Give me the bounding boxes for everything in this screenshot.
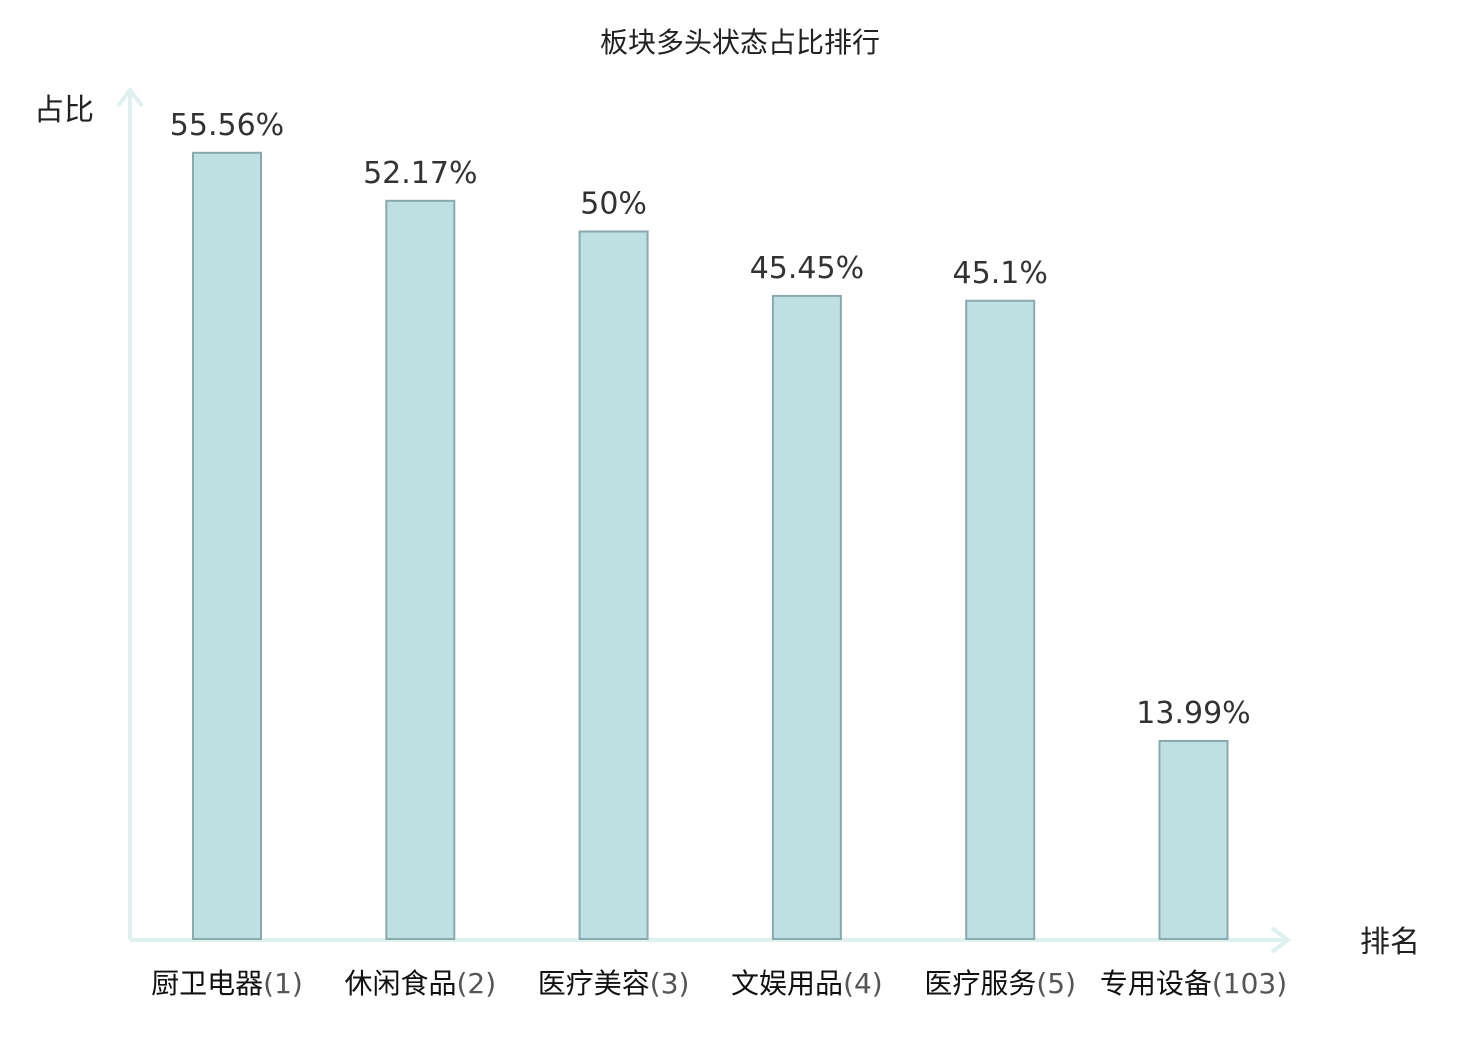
category-name: 休闲食品 bbox=[344, 967, 456, 1000]
bar bbox=[385, 199, 456, 941]
x-axis-label: 排名 bbox=[1360, 925, 1420, 960]
category-rank: (5) bbox=[1036, 967, 1076, 1000]
bar bbox=[771, 294, 842, 940]
category-label: 医疗服务(5) bbox=[924, 967, 1076, 1000]
category-rank: (3) bbox=[650, 967, 690, 1000]
category-rank: (4) bbox=[843, 967, 883, 1000]
axes bbox=[116, 86, 1292, 954]
category-name: 医疗服务 bbox=[924, 967, 1036, 1000]
value-label: 55.56% bbox=[170, 108, 284, 143]
category-label: 文娱用品(4) bbox=[731, 967, 883, 1000]
category-name: 医疗美容 bbox=[538, 967, 650, 1000]
bar bbox=[192, 151, 262, 941]
category-name: 文娱用品 bbox=[731, 967, 843, 1000]
value-label: 13.99% bbox=[1136, 696, 1250, 731]
category-rank: (2) bbox=[456, 967, 496, 1000]
bar bbox=[578, 230, 649, 940]
value-label: 52.17% bbox=[363, 156, 477, 191]
bars-group bbox=[192, 151, 1229, 941]
category-label: 厨卫电器(1) bbox=[151, 967, 303, 1000]
category-label: 休闲食品(2) bbox=[344, 967, 496, 1000]
y-axis-label: 占比 bbox=[34, 93, 94, 128]
category-rank: (103) bbox=[1212, 967, 1287, 1000]
value-label: 45.1% bbox=[953, 256, 1048, 291]
category-name: 厨卫电器 bbox=[151, 967, 263, 1000]
category-label: 医疗美容(3) bbox=[538, 967, 690, 1000]
category-rank: (1) bbox=[263, 967, 303, 1000]
x-axis-arrow-icon bbox=[1270, 926, 1292, 954]
category-name: 专用设备 bbox=[1100, 967, 1212, 1000]
chart-title: 板块多头状态占比排行 bbox=[600, 26, 880, 59]
bar bbox=[1158, 740, 1229, 940]
value-label: 50% bbox=[580, 187, 647, 222]
category-labels-group: 厨卫电器(1) 休闲食品(2) 医疗美容(3) 文娱用品(4) 医疗服务(5) 专用设备(… bbox=[151, 967, 1287, 1000]
bar bbox=[965, 299, 1036, 940]
category-label: 专用设备(103) bbox=[1100, 967, 1287, 1000]
value-label: 45.45% bbox=[750, 251, 864, 286]
y-axis-arrow-icon bbox=[116, 86, 144, 108]
value-labels-group: 55.56% 52.17% 50% 45.45% 45.1% 13.99% bbox=[170, 108, 1251, 731]
